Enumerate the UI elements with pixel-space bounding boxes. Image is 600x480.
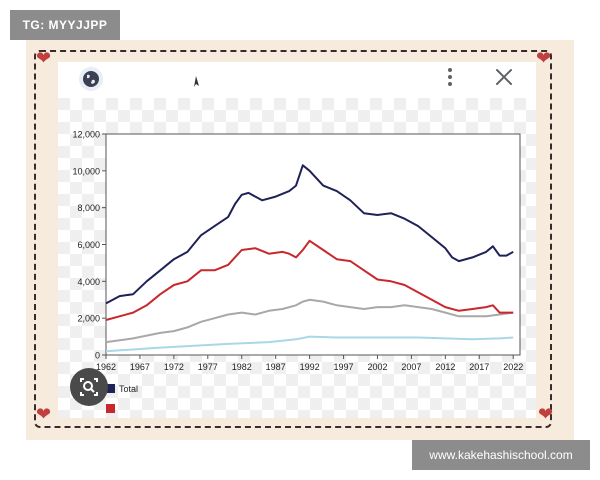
y-tick-label: 2,000: [77, 314, 100, 324]
heart-icon: ❤: [538, 404, 554, 425]
series-line-2: [105, 239, 514, 321]
viewer-toolbar: [58, 62, 536, 98]
x-tick-label: 2007: [401, 362, 421, 372]
x-tick-label: 1967: [130, 362, 150, 372]
y-tick-label: 6,000: [77, 240, 100, 250]
series-line-4: [105, 335, 514, 353]
legend-label-total: Total: [119, 384, 138, 394]
x-tick-label: 1992: [300, 362, 320, 372]
x-tick-label: 2012: [435, 362, 455, 372]
y-tick-label: 8,000: [77, 203, 100, 213]
cursor-icon: [194, 76, 199, 87]
globe-icon[interactable]: [78, 66, 104, 92]
website-watermark: www.kakehashischool.com: [412, 440, 590, 470]
x-tick-label: 1977: [198, 362, 218, 372]
x-tick-label: 1972: [164, 362, 184, 372]
heart-icon: ❤: [36, 404, 52, 425]
x-tick-label: 1962: [96, 362, 116, 372]
y-tick-label: 4,000: [77, 277, 100, 287]
x-tick-label: 2002: [367, 362, 387, 372]
y-tick-label: 12,000: [72, 130, 100, 140]
series-line-1: [105, 164, 514, 305]
x-tick-label: 1982: [232, 362, 252, 372]
line-chart: 0 2,000 4,000 6,000 8,000 10,000 12,000 1962 19…: [72, 130, 523, 413]
plot-area: [105, 133, 521, 356]
dotted-border: [34, 50, 552, 428]
x-tick-label: 2017: [469, 362, 489, 372]
x-tick-label: 1997: [334, 362, 354, 372]
channel-tag: TG: MYYJJPP: [10, 10, 120, 40]
legend-swatch-2: [106, 404, 115, 413]
y-tick-label: 10,000: [72, 166, 100, 176]
more-vertical-icon[interactable]: [444, 66, 456, 88]
heart-icon: ❤: [36, 48, 52, 69]
x-tick-label: 1987: [266, 362, 286, 372]
image-search-icon[interactable]: [70, 368, 108, 406]
y-tick-label: 0: [95, 351, 100, 361]
heart-icon: ❤: [536, 48, 552, 69]
series-line-3: [105, 298, 514, 344]
legend-swatch-total: [106, 384, 115, 393]
close-icon[interactable]: [494, 67, 514, 87]
x-tick-label: 2022: [503, 362, 523, 372]
